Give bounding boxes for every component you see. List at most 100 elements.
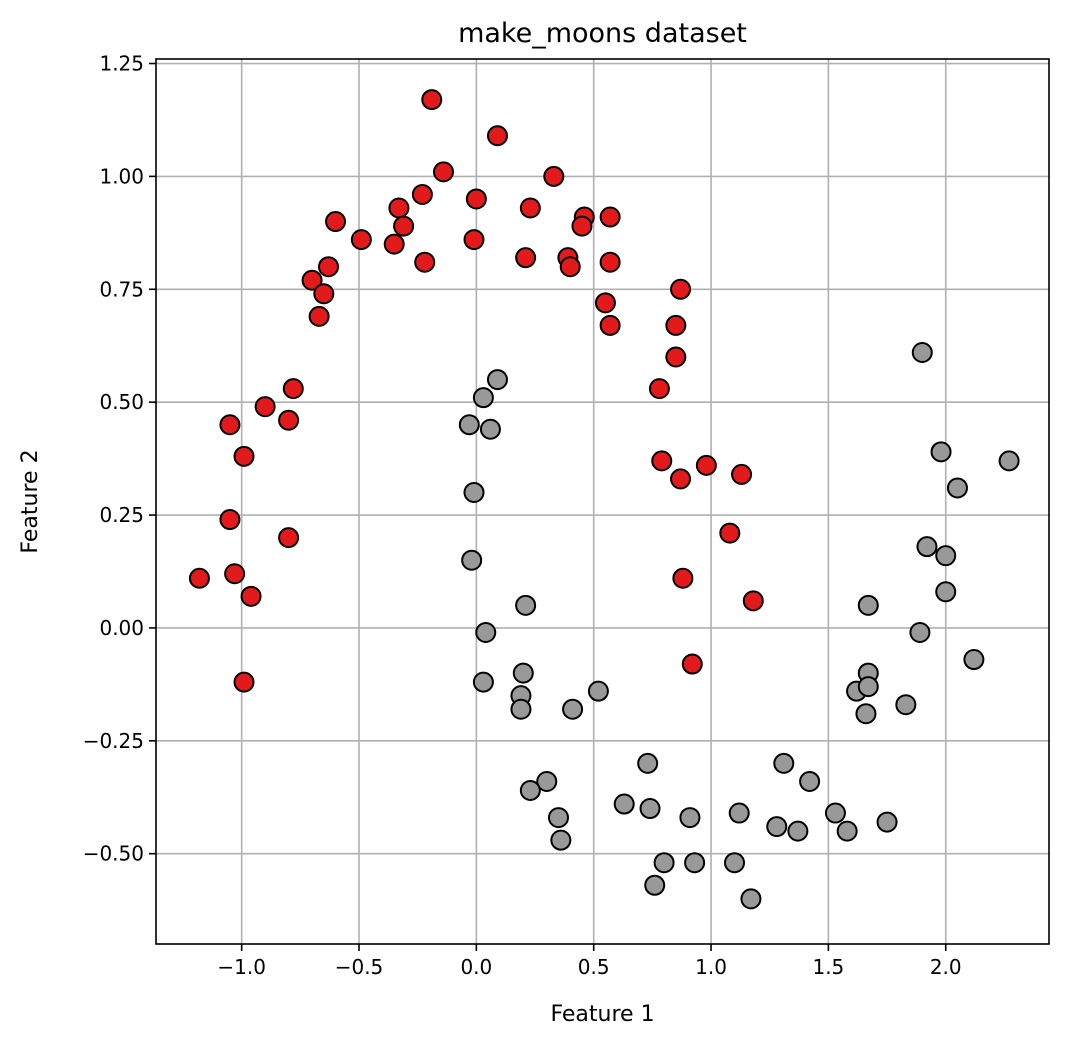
data-point bbox=[648, 378, 670, 400]
data-point bbox=[670, 278, 692, 300]
data-point bbox=[383, 233, 405, 255]
data-point bbox=[313, 283, 335, 305]
data-point bbox=[308, 305, 330, 327]
data-point bbox=[224, 563, 246, 585]
data-point bbox=[665, 314, 687, 336]
data-point bbox=[639, 798, 661, 820]
y-tick-label: 1.25 bbox=[99, 52, 144, 76]
data-point bbox=[547, 807, 569, 829]
x-axis-ticks: −1.0 −0.5 0.0 0.5 1.0 1.5 2.0 bbox=[217, 944, 962, 979]
data-point bbox=[479, 418, 501, 440]
data-point bbox=[681, 653, 703, 675]
data-point bbox=[644, 874, 666, 896]
data-point bbox=[282, 378, 304, 400]
data-point bbox=[695, 454, 717, 476]
data-point bbox=[665, 346, 687, 368]
chart-title: make_moons dataset bbox=[458, 18, 747, 49]
data-point bbox=[475, 621, 497, 643]
data-point bbox=[463, 481, 485, 503]
data-point bbox=[946, 477, 968, 499]
data-point bbox=[463, 229, 485, 251]
x-tick-label: 0.5 bbox=[578, 955, 610, 979]
data-point bbox=[465, 188, 487, 210]
y-tick-label: 0.50 bbox=[99, 390, 144, 414]
data-point bbox=[519, 779, 541, 801]
y-tick-label: 1.00 bbox=[99, 164, 144, 188]
data-point bbox=[559, 256, 581, 278]
data-point bbox=[512, 662, 534, 684]
data-point bbox=[486, 369, 508, 391]
data-point bbox=[855, 703, 877, 725]
data-point bbox=[672, 567, 694, 589]
data-point bbox=[325, 211, 347, 233]
data-point bbox=[911, 341, 933, 363]
data-point bbox=[684, 852, 706, 874]
data-point bbox=[787, 820, 809, 842]
data-point bbox=[998, 450, 1020, 472]
data-point bbox=[519, 197, 541, 219]
data-point bbox=[510, 698, 532, 720]
data-point bbox=[188, 567, 210, 589]
data-point bbox=[219, 509, 241, 531]
data-point bbox=[599, 206, 621, 228]
data-point bbox=[414, 251, 436, 273]
data-point bbox=[472, 387, 494, 409]
data-point bbox=[562, 698, 584, 720]
data-point bbox=[731, 463, 753, 485]
data-point bbox=[909, 621, 931, 643]
data-point bbox=[233, 671, 255, 693]
data-point bbox=[515, 247, 537, 269]
data-point bbox=[458, 414, 480, 436]
data-point bbox=[930, 441, 952, 463]
data-point bbox=[742, 590, 764, 612]
grid-lines bbox=[156, 59, 1049, 944]
data-point bbox=[613, 793, 635, 815]
data-point bbox=[233, 445, 255, 467]
y-axis-ticks: −0.50 −0.25 0.00 0.25 0.50 0.75 1.00 1.25 bbox=[83, 52, 156, 866]
data-point bbox=[719, 522, 741, 544]
data-point bbox=[254, 396, 276, 418]
data-point bbox=[550, 829, 572, 851]
data-point bbox=[278, 409, 300, 431]
data-point bbox=[515, 594, 537, 616]
data-point bbox=[240, 585, 262, 607]
x-tick-label: 1.5 bbox=[812, 955, 844, 979]
data-point bbox=[653, 852, 675, 874]
data-point bbox=[301, 269, 323, 291]
y-tick-label: −0.50 bbox=[83, 842, 144, 866]
data-point bbox=[724, 852, 746, 874]
plot-frame bbox=[155, 58, 1050, 945]
data-point bbox=[571, 215, 593, 237]
data-point bbox=[594, 292, 616, 314]
y-tick-label: 0.75 bbox=[99, 277, 144, 301]
y-tick-label: 0.25 bbox=[99, 503, 144, 527]
data-point bbox=[935, 545, 957, 567]
data-point bbox=[317, 256, 339, 278]
x-tick-label: 2.0 bbox=[930, 955, 962, 979]
data-point bbox=[773, 752, 795, 774]
data-point bbox=[461, 549, 483, 571]
x-tick-label: −1.0 bbox=[217, 955, 266, 979]
data-point bbox=[651, 450, 673, 472]
data-point bbox=[587, 680, 609, 702]
data-point bbox=[916, 536, 938, 558]
data-point bbox=[388, 197, 410, 219]
data-point bbox=[857, 676, 879, 698]
data-point bbox=[393, 215, 415, 237]
y-tick-label: −0.25 bbox=[83, 729, 144, 753]
data-point bbox=[637, 752, 659, 774]
data-point bbox=[935, 581, 957, 603]
data-point bbox=[350, 229, 372, 251]
data-point bbox=[836, 820, 858, 842]
data-point bbox=[421, 89, 443, 111]
data-point bbox=[599, 251, 621, 273]
data-point bbox=[472, 671, 494, 693]
data-point bbox=[536, 770, 558, 792]
data-point bbox=[895, 694, 917, 716]
data-point bbox=[824, 802, 846, 824]
data-point bbox=[876, 811, 898, 833]
data-point bbox=[432, 161, 454, 183]
data-point bbox=[411, 183, 433, 205]
